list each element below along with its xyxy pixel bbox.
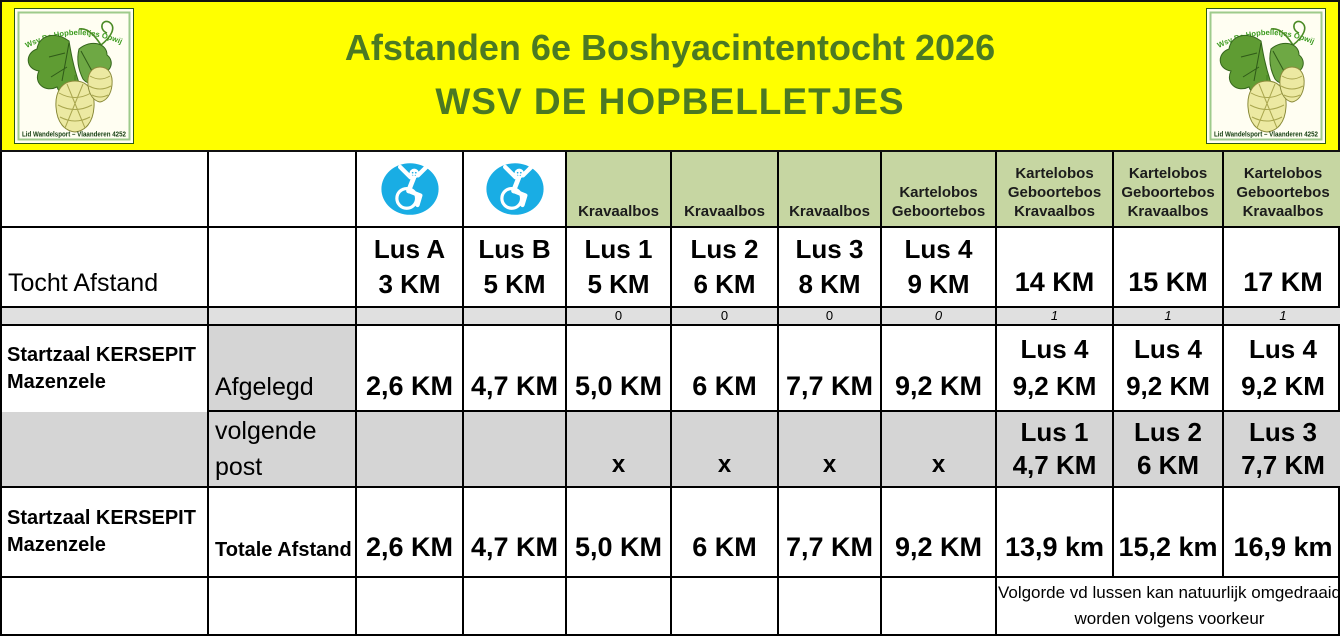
flag-cell: 0 [567, 308, 672, 326]
corner-cell [2, 152, 209, 228]
corner-cell [209, 152, 357, 228]
afgelegd-cell: 7,7 KM [779, 326, 882, 412]
row-label-volgende-post: volgende post [209, 412, 357, 488]
area-header-cell: Kravaalbos [779, 152, 882, 228]
volgende-post-cell: Lus 1 4,7 KM [997, 412, 1114, 488]
empty-cell [464, 578, 567, 634]
volgende-post-cell: x [779, 412, 882, 488]
afgelegd-cell: 6 KM [672, 326, 779, 412]
row-label-afgelegd: Afgelegd [209, 326, 357, 412]
volgende-post-cell: x [672, 412, 779, 488]
empty-cell [357, 412, 464, 488]
page-title: Afstanden 6e Boshyacintentocht 2026 [344, 27, 996, 68]
distance-header-cell: 17 KM [1224, 228, 1340, 308]
afgelegd-cell: Lus 4 9,2 KM [997, 326, 1114, 412]
afgelegd-cell: Lus 4 9,2 KM [1224, 326, 1340, 412]
area-header-cell: Kartelobos Geboortebos Kravaalbos [997, 152, 1114, 228]
empty-cell [672, 578, 779, 634]
flag-cell: 1 [1114, 308, 1224, 326]
club-logo-right: Wsv De Hopbelletjes Opwijk vzw Lid Wande… [1206, 8, 1326, 144]
volgende-post-cell: x [567, 412, 672, 488]
afgelegd-cell: 9,2 KM [882, 326, 997, 412]
afgelegd-cell: 2,6 KM [357, 326, 464, 412]
distance-header-cell: 14 KM [997, 228, 1114, 308]
totale-cell: 6 KM [672, 488, 779, 578]
svg-text:Lid Wandelsport – Vlaanderen 4: Lid Wandelsport – Vlaanderen 4252 [22, 130, 126, 139]
empty-cell [464, 308, 567, 326]
flag-cell: 1 [997, 308, 1114, 326]
row-label-startzaal: Startzaal KERSEPIT Mazenzele [2, 326, 209, 412]
totale-cell: 7,7 KM [779, 488, 882, 578]
svg-text:Lid Wandelsport – Vlaanderen 4: Lid Wandelsport – Vlaanderen 4252 [1214, 130, 1318, 139]
club-logo-left: Wsv De Hopbelletjes Opwijk vzw Lid Wande… [14, 8, 134, 144]
area-header-cell: Kartelobos Geboortebos Kravaalbos [1224, 152, 1340, 228]
distance-header-cell: 15 KM [1114, 228, 1224, 308]
empty-cell [2, 578, 209, 634]
row-label-tocht-afstand: Tocht Afstand [2, 228, 209, 308]
empty-cell [357, 578, 464, 634]
row-label-startzaal: Startzaal KERSEPIT Mazenzele [2, 488, 209, 578]
hop-plant-icon: Wsv De Hopbelletjes Opwijk vzw Lid Wande… [1207, 9, 1323, 141]
area-header-cell: Kravaalbos [567, 152, 672, 228]
afgelegd-cell: 5,0 KM [567, 326, 672, 412]
volgende-post-cell: x [882, 412, 997, 488]
accessible-route-cell [464, 152, 567, 228]
area-header-cell: Kartelobos Geboortebos [882, 152, 997, 228]
totale-cell: 5,0 KM [567, 488, 672, 578]
flag-cell: 0 [672, 308, 779, 326]
row-label-totale-afstand: Totale Afstand [209, 488, 357, 578]
afgelegd-cell: Lus 4 9,2 KM [1114, 326, 1224, 412]
empty-cell [357, 308, 464, 326]
empty-cell [2, 412, 209, 488]
wheelchair-icon [485, 163, 544, 215]
area-header-cell: Kravaalbos [672, 152, 779, 228]
empty-cell [567, 578, 672, 634]
banner: Wsv De Hopbelletjes Opwijk vzw Lid Wande… [0, 0, 1340, 152]
empty-cell [209, 228, 357, 308]
accessible-route-cell [357, 152, 464, 228]
volgende-post-cell: Lus 3 7,7 KM [1224, 412, 1340, 488]
empty-cell [779, 578, 882, 634]
note: Volgorde vd lussen kan natuurlijk omgedr… [997, 583, 1340, 628]
totale-cell: 2,6 KM [357, 488, 464, 578]
empty-cell [209, 308, 357, 326]
distance-table: Kravaalbos Kravaalbos Kravaalbos Kartelo… [0, 152, 1340, 636]
totale-cell: 15,2 km [1114, 488, 1224, 578]
totale-cell: 13,9 km [997, 488, 1114, 578]
empty-cell [2, 308, 209, 326]
empty-cell [464, 412, 567, 488]
flag-cell: 0 [882, 308, 997, 326]
empty-cell [882, 578, 997, 634]
wheelchair-icon [380, 163, 439, 215]
hop-plant-icon: Wsv De Hopbelletjes Opwijk vzw Lid Wande… [15, 9, 131, 141]
afgelegd-cell: 4,7 KM [464, 326, 567, 412]
page-subtitle: WSV DE HOPBELLETJES [435, 81, 905, 122]
totale-cell: 4,7 KM [464, 488, 567, 578]
flag-cell: 0 [779, 308, 882, 326]
flag-cell: 1 [1224, 308, 1340, 326]
empty-cell [209, 578, 357, 634]
totale-cell: 16,9 km [1224, 488, 1340, 578]
area-header-cell: Kartelobos Geboortebos Kravaalbos [1114, 152, 1224, 228]
banner-titles: Afstanden 6e Boshyacintentocht 2026 WSV … [134, 22, 1206, 130]
totale-cell: 9,2 KM [882, 488, 997, 578]
